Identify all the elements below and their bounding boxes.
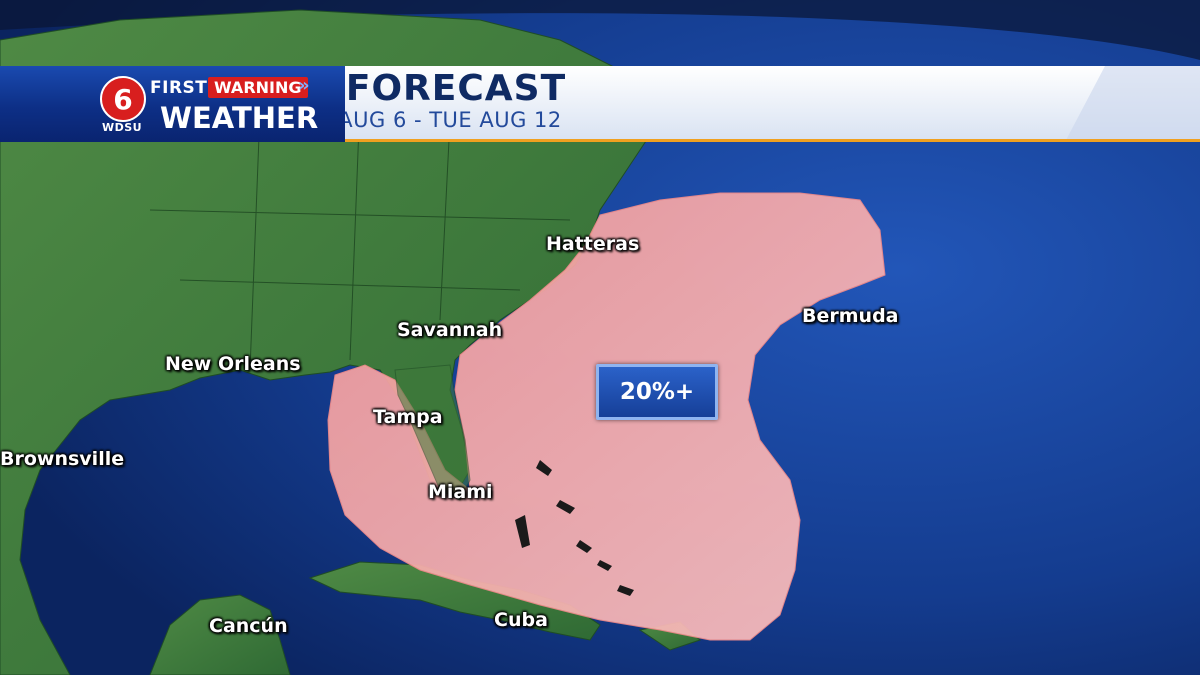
city-label-cuba: Cuba xyxy=(494,609,548,631)
city-label-bermuda: Bermuda xyxy=(802,305,899,327)
first-label: FIRST xyxy=(150,78,208,98)
chevron-right-icon: » xyxy=(298,75,310,96)
city-label-brownsville: Brownsville xyxy=(0,448,125,470)
channel-logo-icon: 6 xyxy=(100,76,146,122)
probability-badge: 20%+ xyxy=(596,364,718,420)
city-label-savannah: Savannah xyxy=(397,319,503,341)
station-callsign: WDSU xyxy=(102,121,143,134)
city-label-tampa: Tampa xyxy=(373,406,443,428)
florida-land xyxy=(394,364,471,501)
station-brand: 6 FIRST WARNING » WDSU WEATHER xyxy=(0,66,345,142)
bahamas-islands xyxy=(515,460,634,596)
probability-label: 20%+ xyxy=(619,379,695,405)
weather-wordmark: WEATHER xyxy=(160,101,319,135)
city-label-hatteras: Hatteras xyxy=(546,233,640,255)
yucatan-land xyxy=(149,594,291,675)
city-label-cancun: Cancún xyxy=(209,615,288,637)
city-label-new-orleans: New Orleans xyxy=(165,353,301,375)
svg-text:6: 6 xyxy=(113,83,132,116)
title-panel xyxy=(305,66,1200,142)
header-bar: LONG RANGE FORECAST WEEK 2 FORECAST: WED… xyxy=(0,66,1200,142)
city-label-miami: Miami xyxy=(428,481,493,503)
warning-badge: WARNING xyxy=(208,77,308,98)
